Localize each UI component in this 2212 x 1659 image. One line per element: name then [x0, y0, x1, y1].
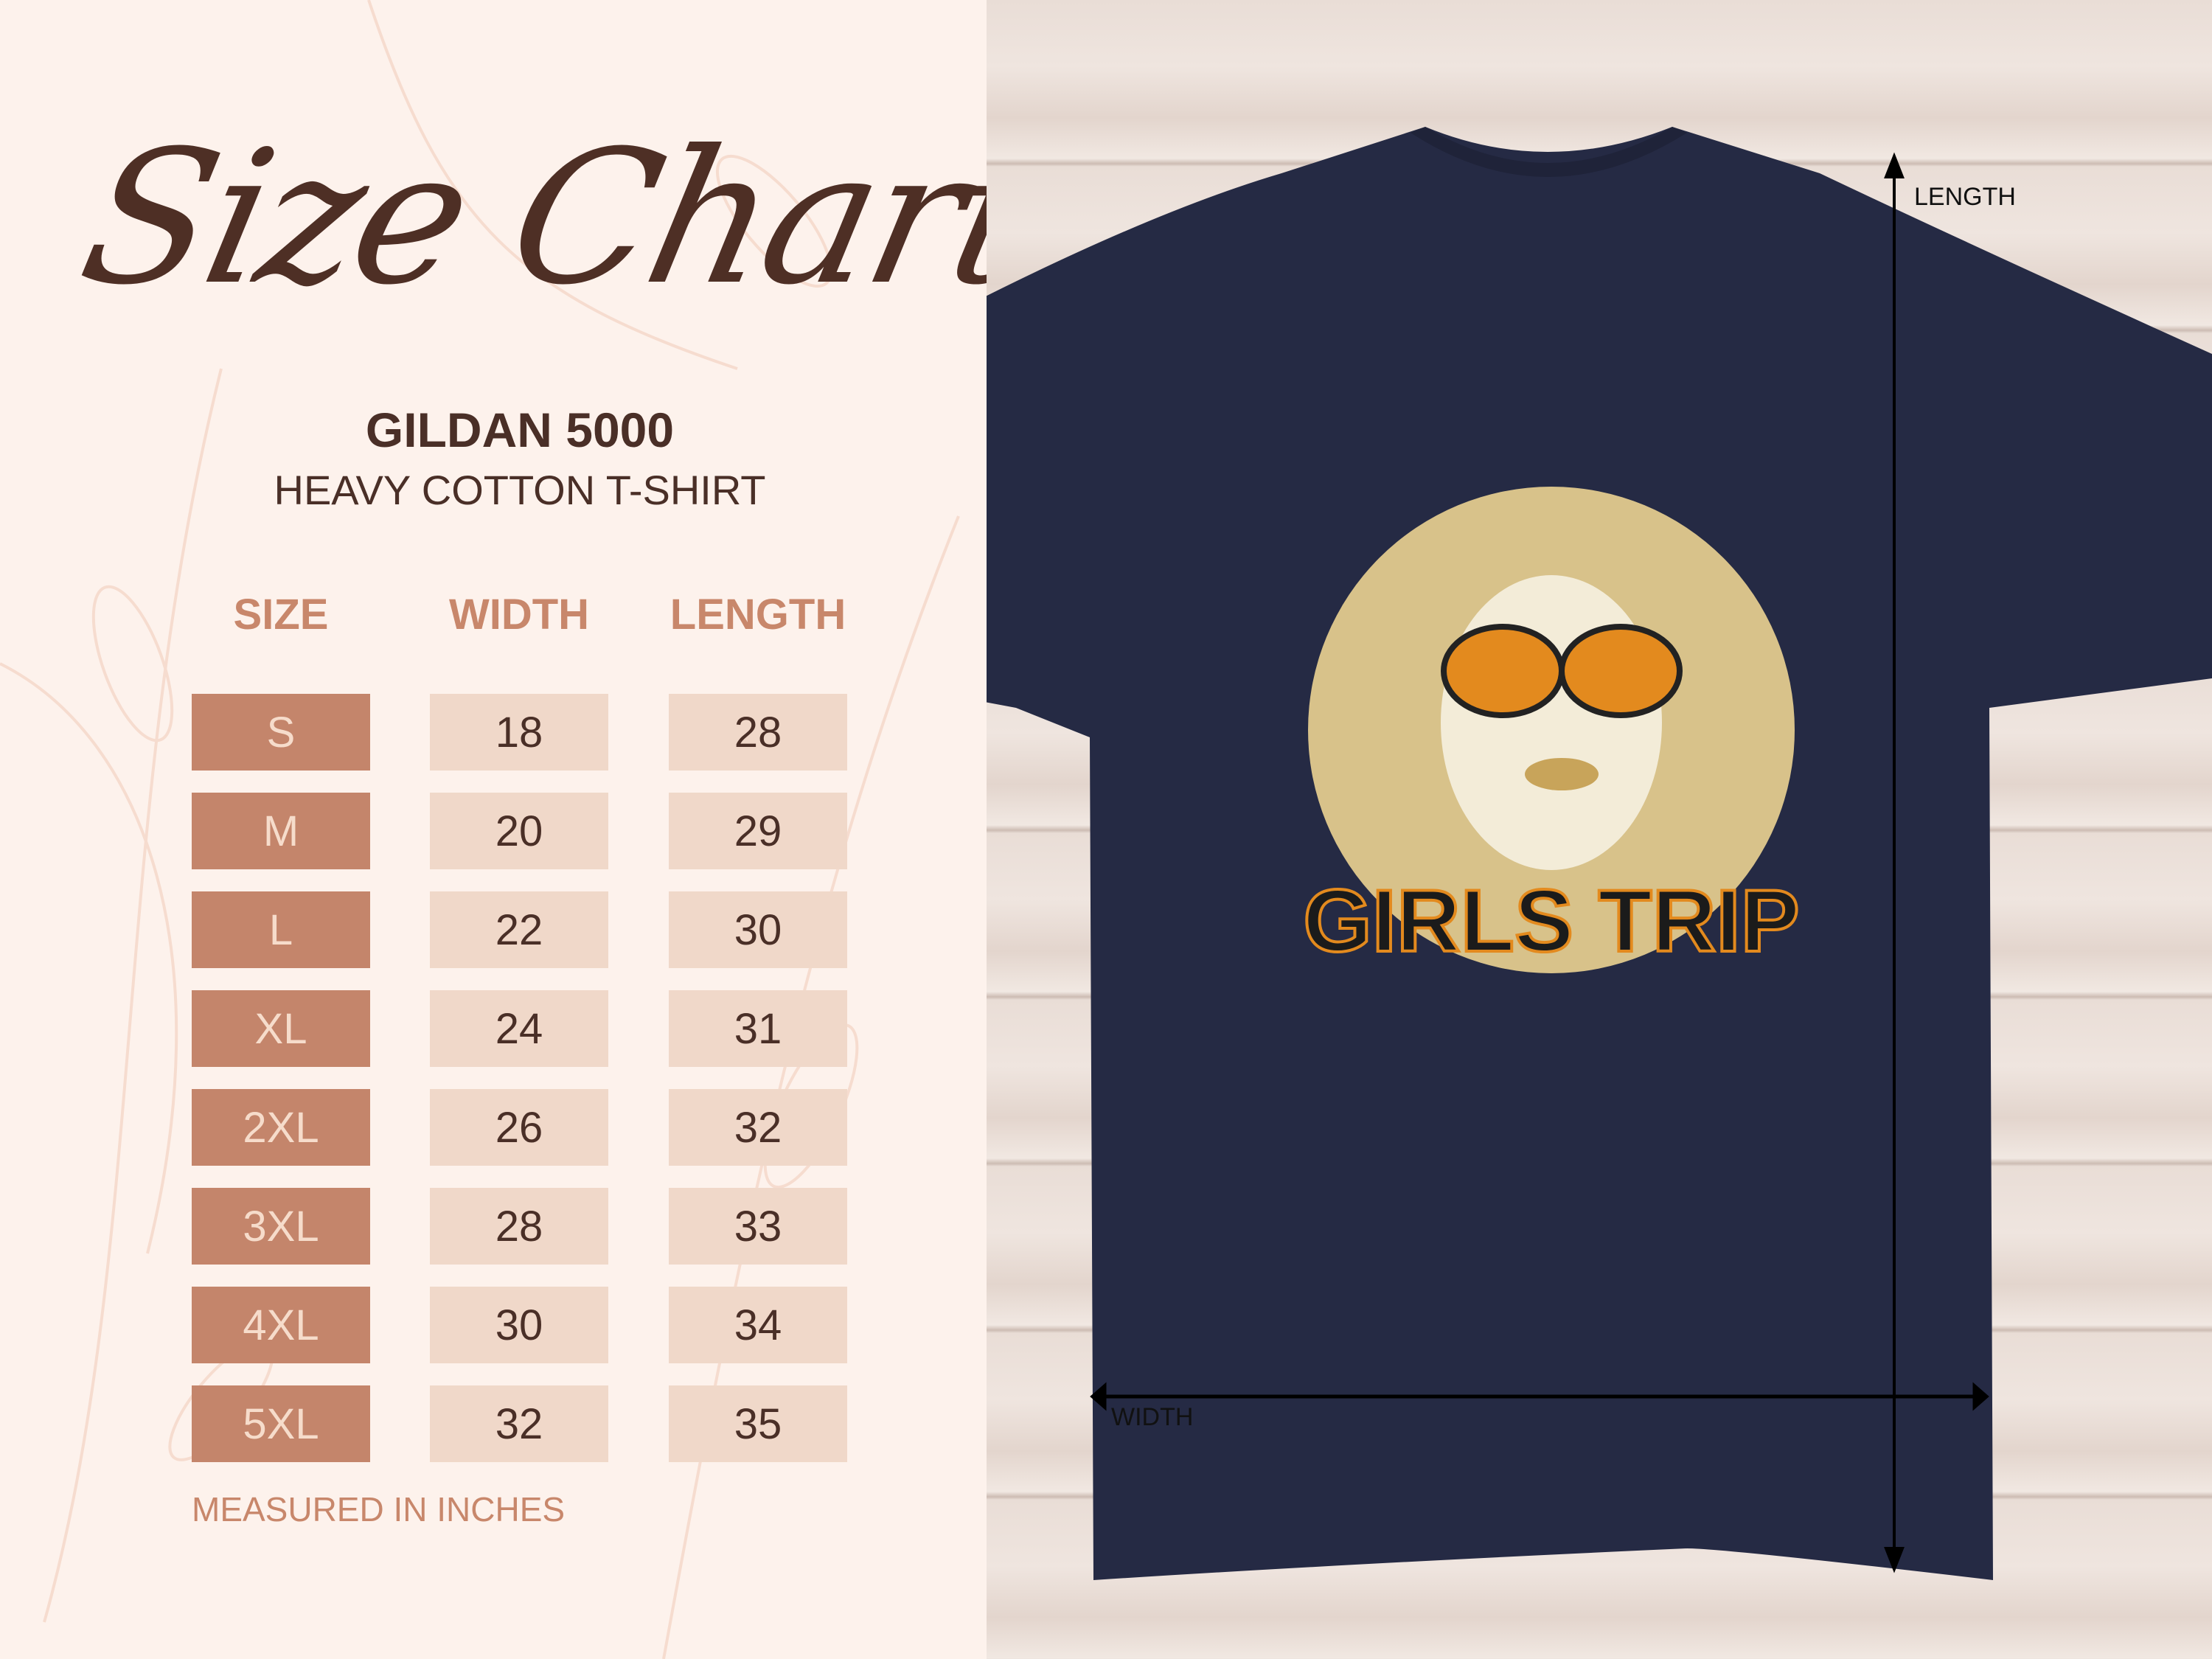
tshirt-illustration: GIRLS TRIP: [987, 127, 2212, 1580]
table-cell-width: 30: [430, 1287, 608, 1363]
table-cell-length: 30: [669, 891, 847, 968]
table-cell-length: 31: [669, 990, 847, 1067]
table-cell-width: 26: [430, 1089, 608, 1166]
table-cell-width: 22: [430, 891, 608, 968]
header-length: LENGTH: [669, 591, 846, 639]
table-cell-length: 33: [669, 1188, 847, 1265]
width-arrow: [1090, 1382, 1989, 1411]
brand-name: GILDAN 5000: [365, 403, 675, 457]
shirt-panel: GIRLS TRIP LENGTH WIDTH: [987, 0, 2212, 1659]
table-cell-size: XL: [192, 990, 370, 1067]
length-arrow: [1884, 152, 1905, 1573]
units-note: MEASURED IN INCHES: [192, 1490, 566, 1528]
table-cell-width: 32: [430, 1385, 608, 1462]
table-cell-size: S: [192, 694, 370, 771]
table-cell-size: 2XL: [192, 1089, 370, 1166]
table-cell-size: 5XL: [192, 1385, 370, 1462]
size-chart-panel: Size Chart GILDAN 5000 HEAVY COTTON T-SH…: [0, 0, 987, 1659]
width-label: WIDTH: [1111, 1403, 1194, 1431]
table-cell-length: 35: [669, 1385, 847, 1462]
header-size: SIZE: [233, 591, 329, 639]
table-cell-width: 18: [430, 694, 608, 771]
print-text: GIRLS TRIP: [1303, 872, 1799, 970]
length-label: LENGTH: [1914, 183, 2016, 211]
table-cell-size: M: [192, 793, 370, 869]
product-name: HEAVY COTTON T-SHIRT: [274, 467, 766, 513]
table-cell-width: 24: [430, 990, 608, 1067]
page-title: Size Chart: [66, 111, 987, 325]
table-cell-width: 28: [430, 1188, 608, 1265]
table-cell-size: 4XL: [192, 1287, 370, 1363]
header-width: WIDTH: [448, 591, 590, 639]
table-cell-size: L: [192, 891, 370, 968]
table-cell-length: 29: [669, 793, 847, 869]
table-cell-length: 34: [669, 1287, 847, 1363]
table-cell-size: 3XL: [192, 1188, 370, 1265]
table-cell-length: 32: [669, 1089, 847, 1166]
table-cell-width: 20: [430, 793, 608, 869]
girl-graphic: [1308, 487, 1795, 973]
table-cell-length: 28: [669, 694, 847, 771]
